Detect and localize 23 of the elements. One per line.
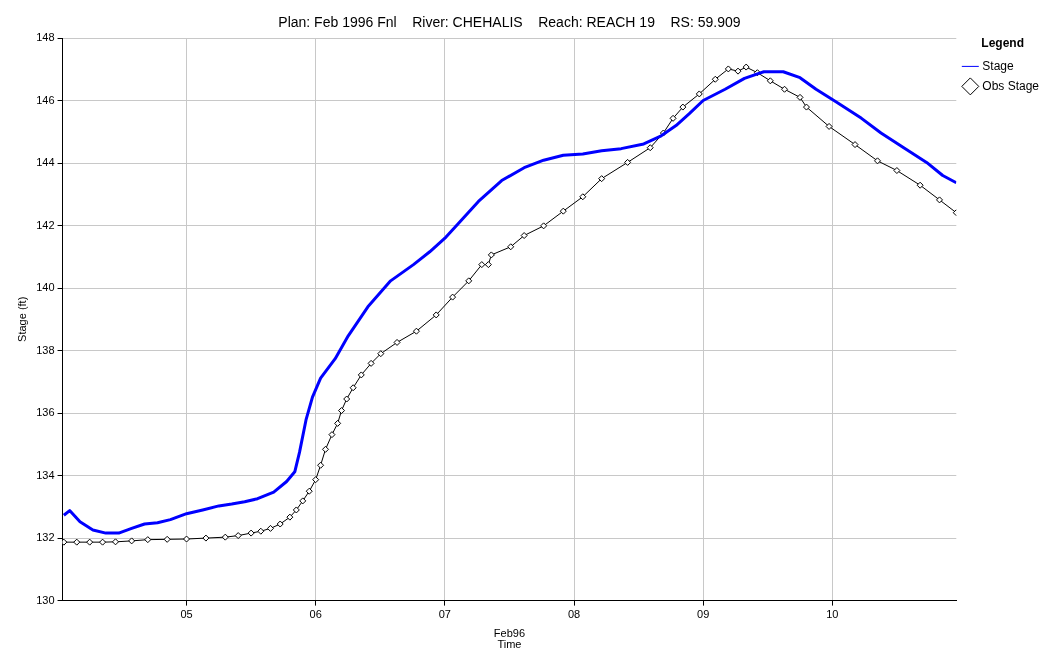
text: Feb96 — [493, 626, 526, 639]
x-tick-label: 06 — [309, 608, 322, 621]
x-tick-label: 10 — [826, 608, 839, 621]
legend-label: Obs Stage — [982, 78, 1040, 93]
y-tick-label: 144 — [36, 156, 55, 169]
legend-label: Stage — [982, 58, 1014, 73]
legend-title: Legend — [981, 36, 1024, 51]
y-tick-label: 146 — [36, 93, 55, 106]
y-tick-label: 142 — [36, 218, 55, 231]
y-axis-title: Stage (ft) — [15, 296, 28, 342]
x-tick-label: 09 — [697, 608, 710, 621]
x-tick-label: 08 — [567, 608, 581, 621]
y-tick-label: 132 — [36, 531, 55, 544]
y-tick-label: 138 — [36, 343, 55, 356]
y-tick-label: 130 — [36, 593, 55, 606]
chart-title: Plan: Feb 1996 Fnl River: CHEHALIS Reach: REACH 19 RS: 59.909 — [278, 13, 741, 30]
x-tick-label: 07 — [438, 608, 451, 621]
x-axis-title: Time — [497, 638, 522, 651]
y-tick-label: 140 — [36, 281, 55, 294]
x-tick-label: 05 — [180, 608, 193, 621]
y-tick-label: 136 — [36, 406, 55, 419]
y-tick-label: 134 — [36, 468, 55, 481]
y-tick-label: 148 — [36, 31, 55, 44]
